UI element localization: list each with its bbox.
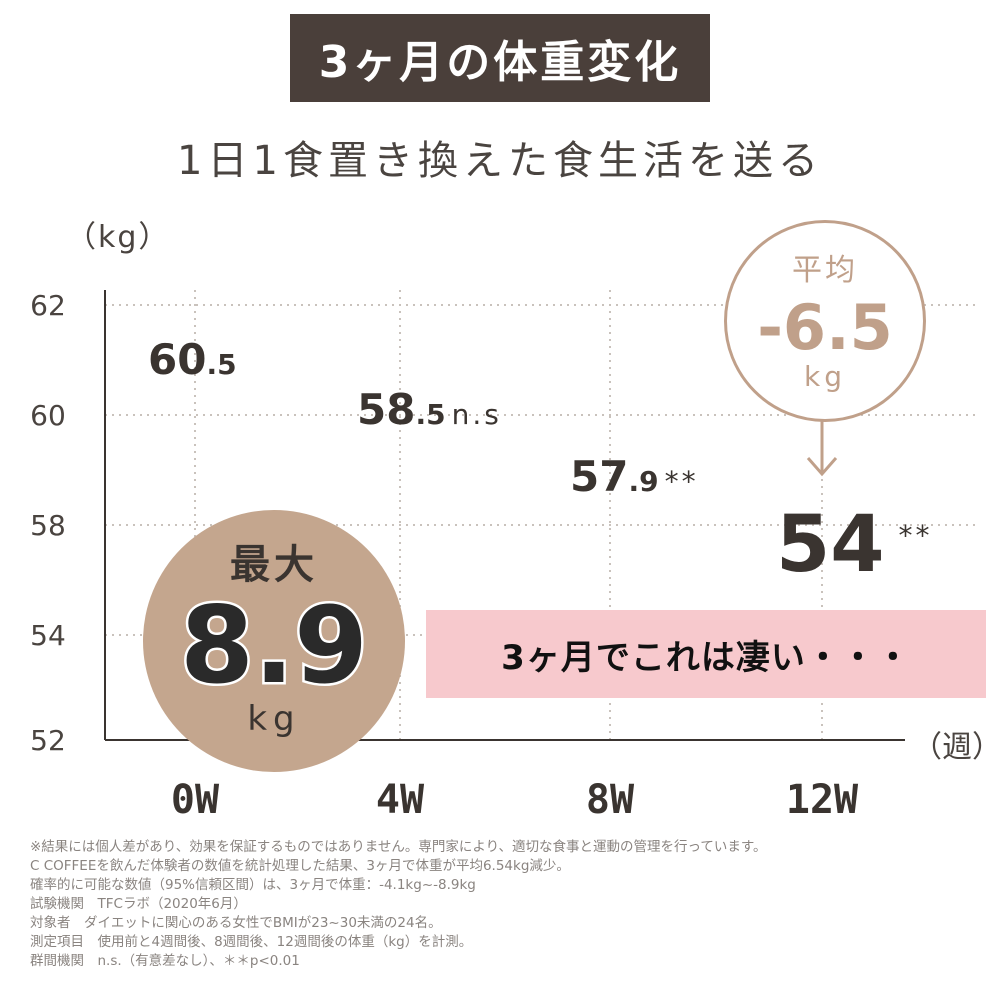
footnote-line: C COFFEEを飲んだ体験者の数値を統計処理した結果、3ヶ月で体重が平均6.5… [30, 858, 570, 874]
max-unit: kg [247, 699, 301, 739]
x-tick-label: 0W [171, 777, 220, 823]
data-label: 58.5 n.s [357, 385, 502, 434]
data-label: 54 ** [776, 500, 933, 590]
x-tick-label: 8W [586, 777, 635, 823]
average-label: 平均 [792, 253, 858, 288]
chart-subtitle: 1日1食置き換えた食生活を送る [177, 138, 823, 184]
data-label-main: 58 [357, 385, 416, 434]
data-label-main: 54 [776, 500, 885, 590]
max-badge: 最大 8.9 kg [143, 510, 405, 772]
data-label-main: 57 [570, 452, 629, 501]
x-axis-unit: （週） [912, 730, 1000, 765]
y-tick-label: 62 [30, 289, 66, 322]
footnote-line: 群間機関 n.s.（有意差なし）、＊＊p<0.01 [30, 953, 300, 969]
y-tick-label: 52 [30, 724, 66, 757]
data-label-decimal: .5 [206, 348, 237, 381]
comment-box: 3ヶ月でこれは凄い・・・ [426, 610, 986, 698]
x-tick-labels: 0W 4W 8W 12W [171, 777, 859, 823]
data-label: 57.9 ** [570, 452, 699, 501]
footnotes: ※結果には個人差があり、効果を保証するものではありません。専門家により、適切な食… [30, 838, 990, 971]
data-label-decimal: .5 [415, 398, 446, 431]
chart-title: 3ヶ月の体重変化 [290, 14, 710, 102]
y-tick-label: 54 [30, 619, 66, 652]
footnote-line: 試験機関 TFCラボ（2020年6月） [30, 896, 247, 912]
x-tick-label: 12W [786, 777, 859, 823]
y-axis-unit: （kg） [66, 220, 171, 255]
significance-mark: ** [898, 519, 933, 552]
average-badge: 平均 -6.5 kg [724, 220, 926, 422]
max-value: 8.9 [178, 582, 371, 710]
footnote-line: 測定項目 使用前と4週間後、8週間後、12週間後の体重（kg）を計測。 [30, 934, 473, 950]
max-label: 最大 [230, 542, 318, 588]
average-unit: kg [804, 360, 846, 393]
data-label-decimal: .9 [628, 465, 659, 498]
y-tick-labels: 62 60 58 54 52 [30, 289, 66, 757]
significance-mark: n.s [451, 398, 502, 431]
y-tick-label: 60 [30, 399, 66, 432]
comment-text: 3ヶ月でこれは凄い・・・ [501, 637, 911, 678]
footnote-line: 確率的に可能な数値（95%信頼区間）は、3ヶ月で体重：-4.1kg~-8.9kg [30, 877, 476, 893]
x-tick-label: 4W [376, 777, 425, 823]
footnote-line: ※結果には個人差があり、効果を保証するものではありません。専門家により、適切な食… [30, 839, 767, 855]
data-label: 60.5 [148, 335, 237, 384]
significance-mark: ** [664, 465, 699, 498]
data-label-main: 60 [148, 335, 207, 384]
y-tick-label: 58 [30, 509, 66, 542]
footnote-line: 対象者 ダイエットに関心のある女性でBMIが23~30未満の24名。 [30, 915, 442, 931]
average-value: -6.5 [757, 291, 893, 364]
